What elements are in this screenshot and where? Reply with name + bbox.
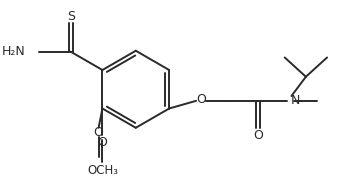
Text: O: O: [94, 126, 103, 139]
Text: O: O: [97, 136, 107, 149]
Text: O: O: [253, 129, 263, 142]
Text: H₂N: H₂N: [2, 45, 25, 58]
Text: O: O: [196, 93, 206, 106]
Text: OCH₃: OCH₃: [87, 164, 118, 177]
Text: N: N: [290, 94, 300, 107]
Text: S: S: [67, 10, 75, 23]
